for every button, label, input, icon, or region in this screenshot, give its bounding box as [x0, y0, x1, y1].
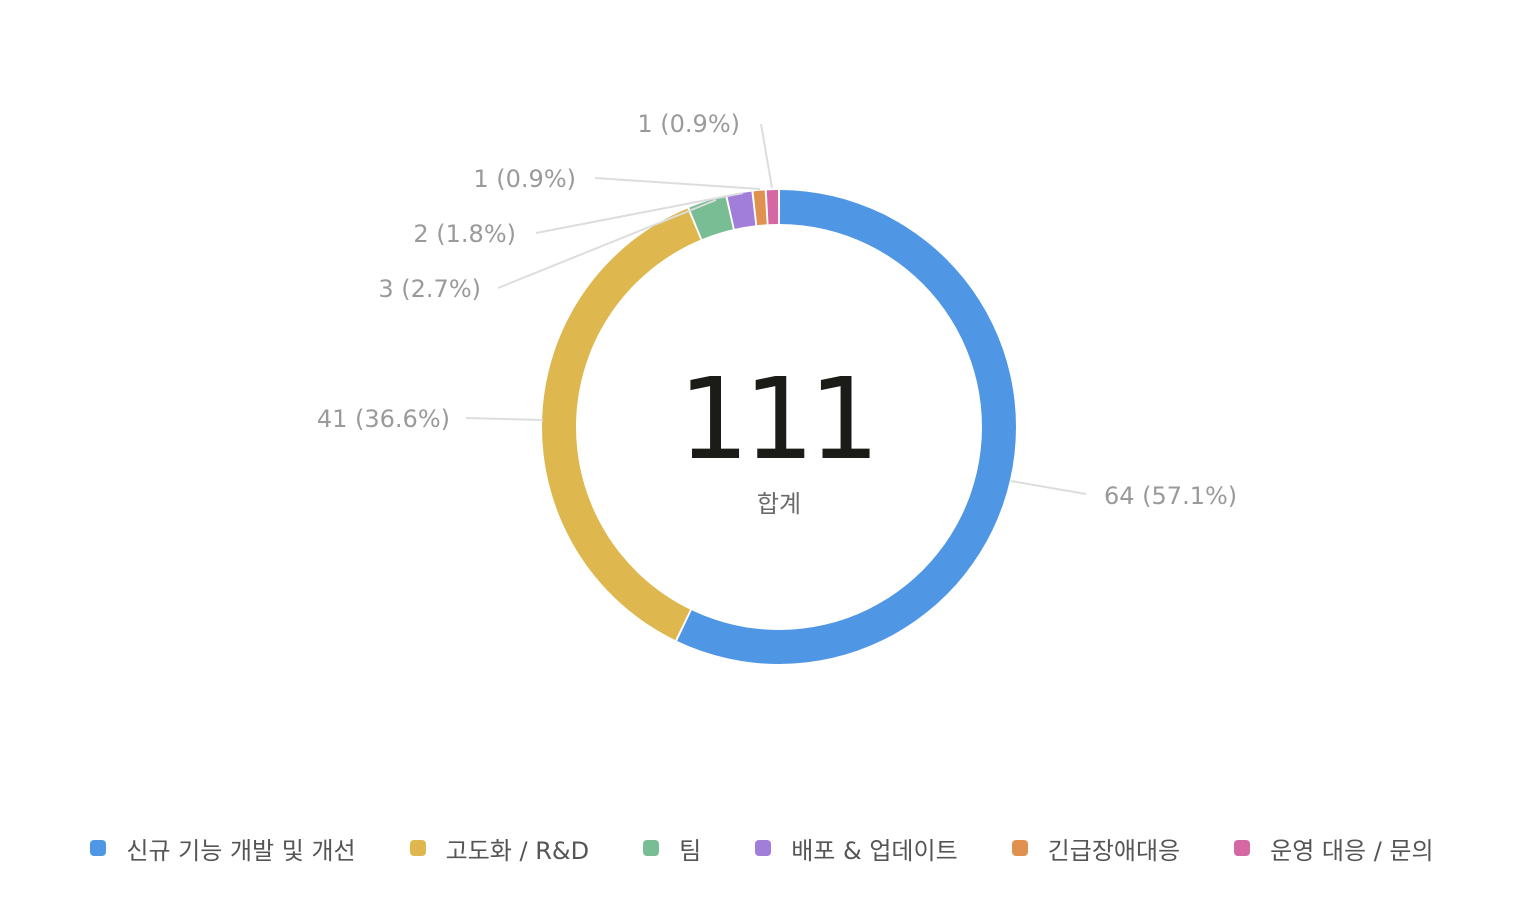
legend-label: 신규 기능 개발 및 개선: [126, 836, 356, 865]
donut-slice[interactable]: [766, 190, 779, 225]
legend-item[interactable]: 배포 & 업데이트: [755, 831, 958, 866]
leader-line: [497, 199, 717, 289]
leader-line: [1010, 480, 1087, 495]
leader-line: [535, 192, 744, 234]
legend-swatch: [1234, 840, 1251, 856]
legend-swatch: [643, 840, 660, 856]
leader-line: [760, 123, 773, 189]
legend-label: 운영 대응 / 문의: [1270, 836, 1434, 865]
slice-data-label: 41 (36.6%): [317, 405, 450, 433]
legend-item[interactable]: 고도화 / R&D: [409, 831, 590, 866]
donut-slice[interactable]: [542, 208, 701, 641]
slice-data-label: 64 (57.1%): [1104, 482, 1237, 510]
legend-item[interactable]: 운영 대응 / 문의: [1234, 831, 1434, 866]
legend-swatch: [755, 840, 772, 856]
legend-label: 고도화 / R&D: [445, 836, 590, 865]
legend-swatch: [90, 840, 107, 856]
donut-slice[interactable]: [727, 191, 756, 229]
slice-data-label: 2 (1.8%): [413, 220, 516, 248]
legend-swatch: [409, 840, 426, 856]
center-total-caption: 합계: [757, 490, 801, 518]
leader-lines: [465, 123, 1087, 495]
slice-data-label: 1 (0.9%): [637, 110, 740, 138]
legend-label: 팀: [679, 836, 702, 865]
legend-label: 긴급장애대응: [1047, 836, 1181, 865]
donut-slice[interactable]: [753, 190, 767, 226]
leader-line: [465, 417, 544, 421]
legend-label: 배포 & 업데이트: [791, 836, 958, 865]
slice-data-label: 1 (0.9%): [473, 165, 576, 193]
legend-item[interactable]: 신규 기능 개발 및 개선: [90, 831, 356, 866]
chart-legend: 신규 기능 개발 및 개선 고도화 / R&D 팀 배포 & 업데이트 긴급장애대응 운영…: [0, 826, 1524, 870]
legend-swatch: [1011, 840, 1028, 856]
slice-data-label: 3 (2.7%): [378, 275, 481, 303]
slice-labels: 64 (57.1%) 41 (36.6%) 3 (2.7%) 2 (1.8%) 1 (0…: [317, 110, 1237, 510]
center-total-value: 111: [678, 355, 874, 485]
donut-chart-canvas: 64 (57.1%) 41 (36.6%) 3 (2.7%) 2 (1.8%) 1 (0…: [317, 110, 1237, 665]
leader-line: [594, 177, 761, 190]
legend-item[interactable]: 긴급장애대응: [1011, 831, 1181, 866]
legend-item[interactable]: 팀: [643, 831, 701, 866]
